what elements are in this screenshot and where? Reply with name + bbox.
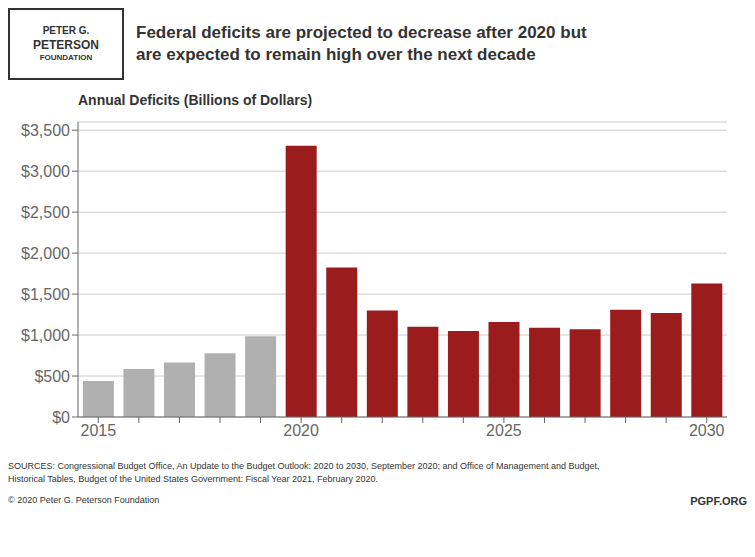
svg-text:$500: $500 bbox=[34, 368, 70, 385]
html-text:PETERSON: PETERSON bbox=[33, 37, 99, 52]
html-text:SOURCES: Congressional Budget: SOURCES: Congressional Budget Office, An… bbox=[8, 461, 600, 484]
svg-text:$2,000: $2,000 bbox=[21, 245, 70, 262]
html-text:Annual Deficits (Billions of D: Annual Deficits (Billions of Dollars) bbox=[78, 92, 313, 108]
html-text:PGPF.ORG: PGPF.ORG bbox=[690, 495, 747, 508]
svg-text:$3,500: $3,500 bbox=[21, 122, 70, 139]
svg-text:2020: 2020 bbox=[283, 422, 319, 439]
svg-text:2015: 2015 bbox=[80, 422, 116, 439]
svg-text:2025: 2025 bbox=[486, 422, 522, 439]
html-text:FOUNDATION: FOUNDATION bbox=[39, 52, 93, 62]
svg-text:$1,500: $1,500 bbox=[21, 286, 70, 303]
svg-text:$2,500: $2,500 bbox=[21, 204, 70, 221]
html-text:Federal deficits are projected: Federal deficits are projected to decrea… bbox=[136, 22, 587, 64]
svg-text:$1,000: $1,000 bbox=[21, 327, 70, 344]
svg-text:2030: 2030 bbox=[689, 422, 725, 439]
svg-text:$3,000: $3,000 bbox=[21, 163, 70, 180]
svg-text:$0: $0 bbox=[52, 409, 70, 426]
html-text:© 2020 Peter G. Peterson Found: © 2020 Peter G. Peterson Foundation bbox=[8, 495, 160, 506]
html-text:PETER G.: PETER G. bbox=[42, 25, 90, 37]
